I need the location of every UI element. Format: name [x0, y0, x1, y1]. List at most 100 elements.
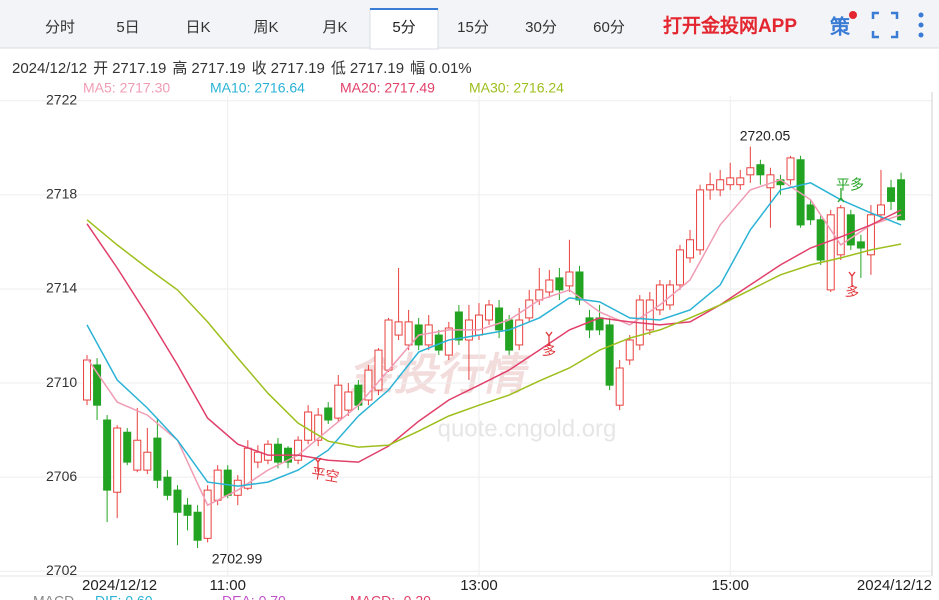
legend-entry: MA5: 2717.30	[83, 80, 170, 96]
x-tick-label: 2024/12/12	[857, 577, 932, 594]
candle-body	[655, 284, 664, 311]
candle-body	[203, 489, 212, 539]
watermark-site: quote.cngold.org	[438, 415, 617, 442]
annotation: 2702.99	[212, 551, 263, 567]
quote-value: 0.01%	[429, 60, 472, 77]
candle-body	[253, 451, 262, 463]
candle-body	[555, 277, 564, 291]
candle-body	[545, 279, 554, 293]
tab[interactable]: 15分	[457, 19, 489, 36]
candle-body	[374, 349, 383, 391]
candle-body	[645, 299, 654, 331]
ma-line	[86, 219, 902, 448]
x-tick-label: 15:00	[711, 577, 749, 594]
candle-body	[876, 204, 885, 216]
y-tick-label: 2706	[46, 468, 77, 484]
candle-body	[866, 214, 875, 256]
candle-body	[716, 179, 725, 191]
candle-body	[897, 179, 906, 221]
tab[interactable]: 5分	[392, 19, 415, 36]
candle-body	[304, 411, 313, 441]
candle-body	[263, 443, 272, 461]
candle-body	[665, 284, 674, 306]
candle-body	[113, 427, 122, 493]
menu-icon[interactable]	[918, 12, 924, 38]
candle-body	[103, 419, 112, 491]
candle-body	[766, 174, 775, 189]
legend-entry: MA10: 2716.64	[210, 80, 305, 96]
candle-body	[887, 187, 896, 202]
y-tick-label: 2714	[46, 280, 77, 296]
candle-body	[816, 219, 825, 261]
x-tick-label: 13:00	[460, 577, 498, 594]
candle-body	[686, 239, 695, 259]
y-tick-label: 2710	[46, 374, 77, 390]
menu-dot	[918, 32, 924, 38]
candle-body	[696, 189, 705, 251]
watermark-logo: 金投行情	[346, 351, 533, 399]
signal-arrow	[848, 271, 856, 286]
tab[interactable]: 5日	[116, 19, 139, 36]
quote-label: 收	[252, 60, 267, 77]
candle-body	[183, 504, 192, 516]
candle-body	[706, 184, 715, 191]
y-tick-label: 2722	[46, 91, 77, 107]
tab[interactable]: 月K	[322, 19, 347, 36]
tab[interactable]: 30分	[525, 19, 557, 36]
candle-body	[123, 431, 132, 463]
legend-entry: MA20: 2717.49	[340, 80, 435, 96]
ma-line	[86, 209, 902, 463]
candle-body	[736, 177, 745, 186]
candle-body	[364, 369, 373, 401]
candle-body	[485, 304, 494, 321]
candle-body	[404, 321, 413, 346]
candle-body	[384, 319, 393, 371]
tab[interactable]: 分时	[45, 19, 75, 36]
signal-arrow	[837, 188, 845, 203]
candle-body	[314, 414, 323, 441]
candle-body	[93, 364, 102, 406]
candle-body	[836, 207, 845, 256]
tab[interactable]: 周K	[253, 19, 278, 36]
annotation: 多	[541, 342, 558, 360]
quote-label: 开	[93, 60, 108, 77]
candle-body	[153, 437, 162, 481]
candle-body	[726, 177, 735, 186]
annotation: 多	[844, 283, 861, 301]
quote-value: 2717.19	[350, 60, 404, 77]
tab[interactable]: 60分	[593, 19, 625, 36]
annotation: 平多	[836, 177, 864, 193]
candle-body	[163, 476, 172, 496]
app-link[interactable]: 打开金投网APP	[663, 14, 797, 37]
candle-body	[746, 167, 755, 176]
candle-body	[605, 324, 614, 386]
candle-body	[133, 439, 142, 471]
y-tick-label: 2718	[46, 186, 77, 202]
y-tick-label: 2702	[46, 562, 77, 578]
candle-body	[505, 319, 514, 351]
ma-line	[86, 182, 902, 487]
candle-body	[625, 339, 634, 361]
candle-body	[273, 443, 282, 463]
tab[interactable]: 日K	[185, 19, 210, 36]
tab-bar	[0, 0, 939, 48]
annotation: 平空	[310, 464, 340, 485]
candle-body	[223, 469, 232, 496]
signal-arrow	[545, 331, 553, 346]
menu-dot	[918, 22, 924, 28]
candle-body	[495, 307, 504, 331]
macd-title: MACD	[33, 593, 74, 600]
quote-value: 2717.19	[191, 60, 245, 77]
candle-body	[344, 391, 353, 411]
candle-body	[846, 214, 855, 246]
candle-body	[575, 271, 584, 301]
quote-label: 低	[331, 60, 346, 77]
strategy-icon[interactable]: 策	[830, 14, 851, 38]
candle-body	[143, 451, 152, 471]
candle-body	[334, 384, 343, 419]
quote-value: 2717.19	[271, 60, 325, 77]
annotation: 2720.05	[740, 128, 791, 144]
candle-body	[173, 489, 182, 513]
fullscreen-icon[interactable]	[871, 11, 899, 39]
quote-line: 2024/12/12 开 2717.19 高 2717.19 收 2717.19 低 2717.…	[12, 60, 472, 77]
